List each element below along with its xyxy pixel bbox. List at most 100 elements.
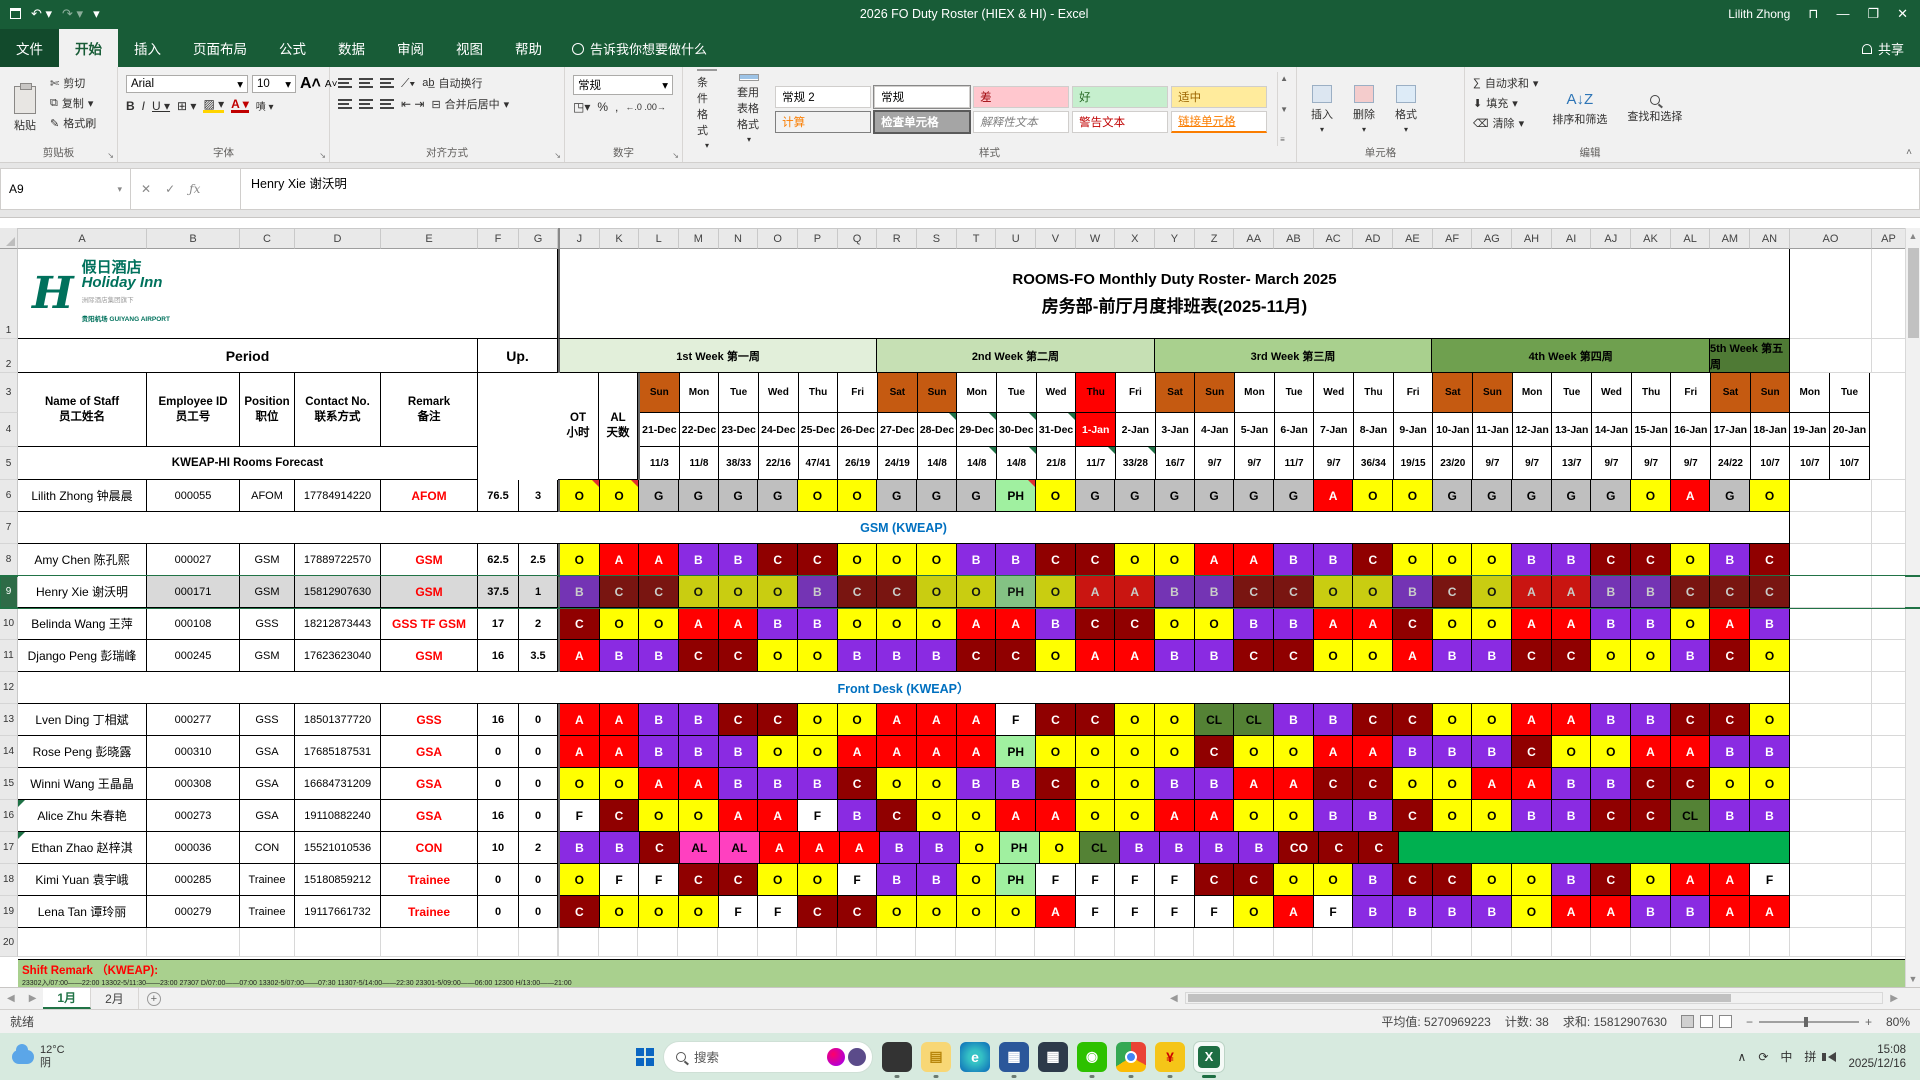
shift-cell[interactable]: C: [798, 896, 838, 928]
remark-cell[interactable]: GSM: [381, 576, 478, 608]
position-cell[interactable]: CON: [240, 832, 295, 864]
shift-cell[interactable]: B: [639, 704, 680, 736]
shift-cell[interactable]: B: [1551, 768, 1592, 800]
sheet-tab-jan[interactable]: 1月: [43, 988, 92, 1009]
column-header[interactable]: AA: [1234, 228, 1275, 249]
employee-id-cell[interactable]: 000055: [147, 480, 240, 512]
column-header[interactable]: AH: [1512, 228, 1552, 249]
shift-cell[interactable]: C: [1274, 640, 1314, 672]
shift-cell[interactable]: O: [1472, 800, 1513, 832]
shift-cell[interactable]: O: [1432, 768, 1473, 800]
bold-button[interactable]: B: [126, 98, 135, 113]
shift-cell[interactable]: B: [1750, 800, 1790, 832]
copy-button[interactable]: ⧉ 复制 ▾: [50, 96, 94, 111]
employee-id-cell[interactable]: 000308: [147, 768, 240, 800]
shift-cell[interactable]: C: [798, 544, 838, 576]
shift-cell[interactable]: B: [1194, 576, 1235, 608]
shift-cell[interactable]: B: [1119, 832, 1160, 864]
shift-cell[interactable]: C: [639, 576, 680, 608]
shift-cell[interactable]: O: [1115, 544, 1156, 576]
staff-name-cell[interactable]: Winni Wang 王晶晶: [18, 768, 147, 800]
hscroll-left-icon[interactable]: ◀: [1170, 992, 1178, 1004]
cell-empty[interactable]: [1872, 576, 1905, 608]
cell-empty[interactable]: [1790, 832, 1872, 864]
contact-cell[interactable]: 15180859212: [295, 864, 381, 896]
shift-cell[interactable]: B: [1512, 544, 1552, 576]
style-bad[interactable]: 差: [973, 85, 1070, 108]
shift-cell[interactable]: O: [1155, 736, 1195, 768]
cell-empty[interactable]: [381, 928, 478, 957]
shift-cell[interactable]: O: [1750, 704, 1790, 736]
accounting-format-icon[interactable]: ◳▾: [573, 100, 591, 114]
borders-button[interactable]: ⊞ ▾: [177, 98, 197, 113]
shift-cell[interactable]: O: [1075, 800, 1116, 832]
tray-sync-icon[interactable]: ⟳: [1758, 1049, 1769, 1064]
shift-cell[interactable]: A: [560, 736, 600, 768]
merged-block-cell[interactable]: [1399, 832, 1791, 864]
column-header[interactable]: M: [679, 228, 719, 249]
shift-cell[interactable]: A: [1551, 704, 1592, 736]
shift-cell[interactable]: B: [1313, 704, 1354, 736]
shift-cell[interactable]: B: [1631, 896, 1671, 928]
cell-empty[interactable]: [1790, 928, 1872, 957]
decimal-icons[interactable]: ←.0 .00→: [625, 102, 666, 112]
shift-cell[interactable]: O: [1512, 864, 1552, 896]
shift-cell[interactable]: A: [956, 704, 997, 736]
remark-cell[interactable]: GSM: [381, 544, 478, 576]
shift-cell[interactable]: F: [1075, 864, 1116, 896]
shift-cell[interactable]: F: [599, 864, 640, 896]
shift-cell[interactable]: O: [1432, 800, 1473, 832]
shift-cell[interactable]: B: [1750, 736, 1790, 768]
shift-cell[interactable]: B: [1591, 608, 1632, 640]
cell-empty[interactable]: [1710, 928, 1751, 957]
shift-cell[interactable]: O: [1472, 704, 1513, 736]
shift-cell[interactable]: B: [1432, 896, 1473, 928]
tab-data[interactable]: 数据: [338, 42, 365, 57]
tab-home[interactable]: 开始: [59, 29, 118, 67]
shift-cell[interactable]: B: [877, 864, 918, 896]
staff-name-cell[interactable]: Django Peng 彭瑞峰: [18, 640, 147, 672]
style-good[interactable]: 好: [1072, 85, 1169, 108]
ime-mode-indicator[interactable]: 拼: [1804, 1050, 1817, 1064]
shift-cell[interactable]: C: [1670, 768, 1711, 800]
shift-cell[interactable]: B: [1393, 736, 1433, 768]
column-header[interactable]: AI: [1551, 228, 1592, 249]
column-header[interactable]: AK: [1631, 228, 1671, 249]
shift-cell[interactable]: C: [1750, 544, 1790, 576]
vertical-scrollbar[interactable]: ▲ ▼: [1905, 228, 1920, 987]
shift-cell[interactable]: B: [1551, 800, 1592, 832]
column-header[interactable]: AL: [1670, 228, 1711, 249]
column-header[interactable]: B: [147, 228, 240, 249]
column-header[interactable]: K: [599, 228, 640, 249]
shift-cell[interactable]: A: [1075, 576, 1116, 608]
shift-cell[interactable]: A: [1115, 640, 1156, 672]
shift-cell[interactable]: O: [1115, 768, 1156, 800]
shift-cell[interactable]: C: [1234, 576, 1275, 608]
shift-cell[interactable]: O: [679, 896, 719, 928]
close-button[interactable]: ✕: [1897, 5, 1908, 21]
shift-cell[interactable]: B: [1631, 576, 1671, 608]
shift-cell[interactable]: A: [599, 736, 640, 768]
shift-cell[interactable]: B: [599, 832, 640, 864]
cell-empty[interactable]: [1872, 249, 1905, 339]
tab-insert[interactable]: 插入: [134, 42, 161, 57]
ime-indicator[interactable]: 中: [1780, 1050, 1793, 1064]
shift-cell[interactable]: O: [758, 736, 799, 768]
shift-remark-row[interactable]: Shift Remark （KWEAP): 23302入/07:00——22:0…: [18, 959, 1905, 987]
position-cell[interactable]: GSM: [240, 640, 295, 672]
orientation-icon[interactable]: ⟋▾: [401, 75, 416, 90]
shift-cell[interactable]: B: [679, 736, 719, 768]
indent-icons[interactable]: ⇤ ⇥: [401, 97, 425, 111]
shift-cell[interactable]: O: [1750, 480, 1790, 512]
shift-cell[interactable]: F: [1194, 896, 1235, 928]
row-header[interactable]: 15: [0, 768, 18, 800]
shift-cell[interactable]: A: [1234, 768, 1275, 800]
shift-cell[interactable]: G: [718, 480, 759, 512]
hscroll-right-icon[interactable]: ▶: [1890, 992, 1898, 1004]
share-button[interactable]: 共享: [1846, 30, 1920, 67]
shift-cell[interactable]: O: [1710, 768, 1751, 800]
cancel-icon[interactable]: ✕: [141, 182, 152, 196]
shift-cell[interactable]: C: [1670, 576, 1711, 608]
row-header[interactable]: 14: [0, 736, 18, 768]
shift-cell[interactable]: O: [1115, 704, 1156, 736]
